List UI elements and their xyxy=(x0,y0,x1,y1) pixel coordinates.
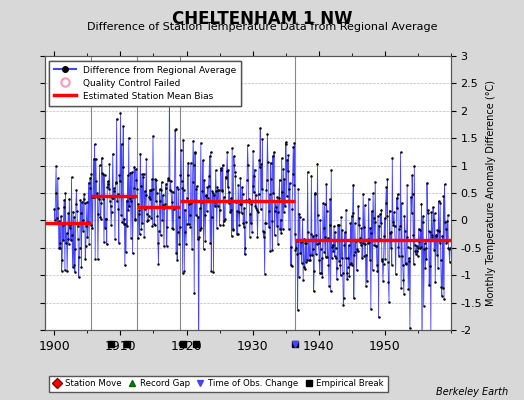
Text: Berkeley Earth: Berkeley Earth xyxy=(436,387,508,397)
Legend: Difference from Regional Average, Quality Control Failed, Estimated Station Mean: Difference from Regional Average, Qualit… xyxy=(49,60,241,106)
Text: CHELTENHAM 1 NW: CHELTENHAM 1 NW xyxy=(172,10,352,28)
Text: Difference of Station Temperature Data from Regional Average: Difference of Station Temperature Data f… xyxy=(87,22,437,32)
Y-axis label: Monthly Temperature Anomaly Difference (°C): Monthly Temperature Anomaly Difference (… xyxy=(486,80,496,306)
Legend: Station Move, Record Gap, Time of Obs. Change, Empirical Break: Station Move, Record Gap, Time of Obs. C… xyxy=(49,376,388,392)
